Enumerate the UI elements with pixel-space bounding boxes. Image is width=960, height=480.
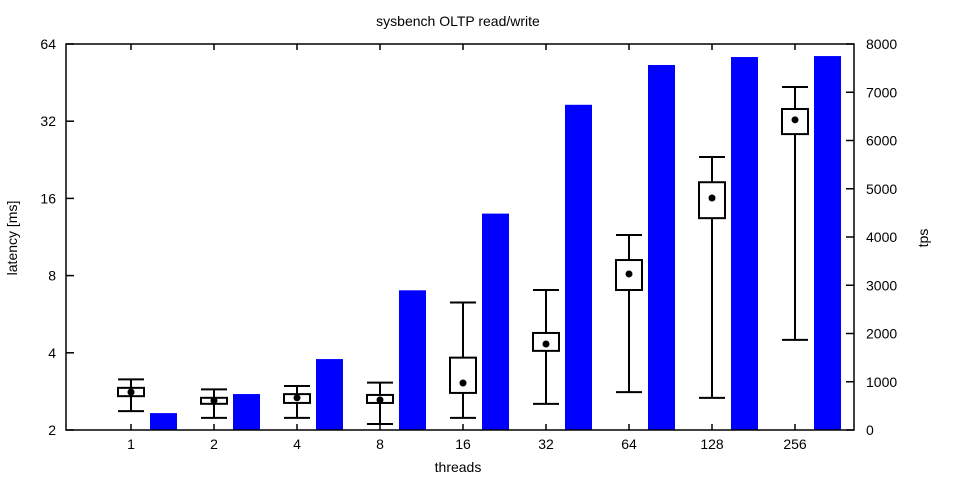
latency-boxplot <box>449 301 477 419</box>
y2-tick-label: 1000 <box>866 374 897 390</box>
median-point <box>791 116 799 124</box>
box <box>781 108 809 136</box>
x-tick-label: 32 <box>538 436 554 452</box>
median-point <box>293 394 301 402</box>
y-tick-label: 4 <box>48 345 56 361</box>
box <box>449 356 477 394</box>
latency-boxplot <box>698 156 726 399</box>
y2-tick-label: 0 <box>866 422 874 438</box>
tps-bar <box>150 413 177 430</box>
median-point <box>127 388 135 396</box>
y2-tick-label: 5000 <box>866 181 897 197</box>
y-tick-label: 2 <box>48 422 56 438</box>
y2-tick-label: 8000 <box>866 36 897 52</box>
median-point <box>708 194 716 202</box>
y2-tick-label: 3000 <box>866 277 897 293</box>
tps-bar <box>233 394 260 430</box>
y-tick-label: 16 <box>40 190 56 206</box>
tps-bar <box>648 64 675 431</box>
x-tick-label: 256 <box>783 436 807 452</box>
y2-tick-label: 6000 <box>866 133 897 149</box>
y-tick-label: 64 <box>40 36 56 52</box>
y-axis-label: latency [ms] <box>4 201 20 276</box>
latency-boxplot <box>781 86 809 341</box>
median-point <box>459 379 467 387</box>
y2-tick-label: 2000 <box>866 326 897 342</box>
median-point <box>376 396 384 404</box>
y-tick-label: 8 <box>48 268 56 284</box>
y2-tick-label: 4000 <box>866 229 897 245</box>
latency-boxplot <box>615 233 643 394</box>
y-tick-label: 32 <box>40 113 56 129</box>
tps-bar <box>482 213 509 430</box>
tps-bar <box>814 56 841 430</box>
x-tick-label: 2 <box>210 436 218 452</box>
median-point <box>542 340 550 348</box>
median-point <box>210 397 218 405</box>
x-tick-label: 1 <box>127 436 135 452</box>
latency-boxplot <box>283 384 311 419</box>
x-tick-label: 64 <box>621 436 637 452</box>
chart-title: sysbench OLTP read/write <box>376 13 540 29</box>
median-point <box>625 270 633 278</box>
x-tick-label: 4 <box>293 436 301 452</box>
tps-bar <box>316 359 343 430</box>
tps-bar <box>399 290 426 430</box>
tps-bar <box>731 57 758 431</box>
x-tick-label: 128 <box>700 436 724 452</box>
x-tick-label: 8 <box>376 436 384 452</box>
x-axis-label: threads <box>435 459 482 475</box>
tps-bar <box>565 104 592 431</box>
x-tick-label: 16 <box>455 436 471 452</box>
y2-axis-label: tps <box>915 229 931 248</box>
y2-tick-label: 7000 <box>866 84 897 100</box>
